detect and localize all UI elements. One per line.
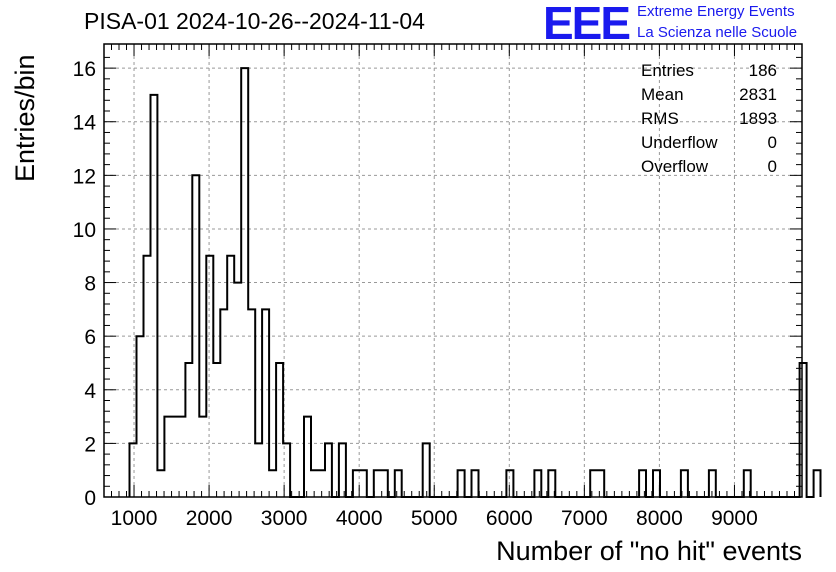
stat-row-underflow: Underflow 0 <box>641 132 777 156</box>
stat-row-overflow: Overflow 0 <box>641 156 777 180</box>
y-tick-label: 6 <box>84 326 96 349</box>
stat-label: Mean <box>641 85 684 104</box>
stat-row-mean: Mean 2831 <box>641 84 777 108</box>
stat-value: 0 <box>767 133 777 152</box>
x-tick-label: 5000 <box>411 507 458 530</box>
y-tick-label: 14 <box>73 112 97 135</box>
stat-label: Underflow <box>641 133 718 152</box>
x-tick-label: 9000 <box>711 507 758 530</box>
x-tick-label: 1000 <box>111 507 158 530</box>
brand-line-2: La Scienza nelle Scuole <box>637 24 798 41</box>
y-tick-label: 10 <box>73 219 96 242</box>
x-tick-label: 2000 <box>186 507 233 530</box>
stat-value: 0 <box>767 157 777 176</box>
y-tick-label: 16 <box>73 58 96 81</box>
chart-title: PISA-01 2024-10-26--2024-11-04 <box>84 8 425 34</box>
y-tick-label: 8 <box>84 273 96 296</box>
stat-row-rms: RMS 1893 <box>641 108 777 132</box>
stats-box: Entries 186 Mean 2831 RMS 1893 Underflow… <box>641 60 777 180</box>
stat-label: RMS <box>641 109 679 128</box>
x-tick-label: 8000 <box>636 507 683 530</box>
stat-value: 186 <box>748 61 777 80</box>
x-tick-label: 3000 <box>261 507 308 530</box>
x-tick-label: 6000 <box>486 507 533 530</box>
y-tick-label: 4 <box>84 380 96 403</box>
y-tick-label: 2 <box>84 433 96 456</box>
stat-row-entries: Entries 186 <box>641 60 777 84</box>
histogram-series-line <box>128 67 822 498</box>
eee-logo: EEE <box>543 0 631 49</box>
stat-label: Overflow <box>641 157 709 176</box>
y-tick-label: 12 <box>73 165 96 188</box>
stat-value: 2831 <box>739 85 777 104</box>
y-axis-label: Entries/bin <box>10 54 40 182</box>
x-tick-label: 4000 <box>336 507 383 530</box>
stat-label: Entries <box>641 61 694 80</box>
stat-value: 1893 <box>739 109 777 128</box>
x-tick-label: 7000 <box>561 507 608 530</box>
brand-line-1: Extreme Energy Events <box>637 3 795 20</box>
y-tick-label: 0 <box>84 487 96 510</box>
x-axis-label: Number of "no hit" events <box>496 536 802 566</box>
